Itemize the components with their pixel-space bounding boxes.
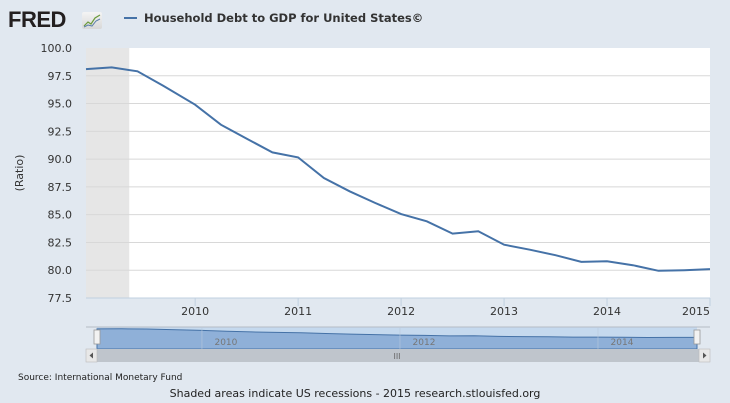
y-tick-label: 80.0 bbox=[48, 264, 73, 277]
series-line[interactable] bbox=[85, 66, 711, 272]
arrow-left-icon bbox=[89, 352, 93, 359]
source-note: Source: International Monetary Fund bbox=[18, 373, 183, 383]
y-tick-label: 85.0 bbox=[48, 209, 73, 222]
plot-background bbox=[86, 48, 710, 298]
y-tick-label: 77.5 bbox=[48, 292, 73, 305]
navigator-label: 2012 bbox=[413, 338, 436, 348]
navigator-area bbox=[96, 328, 698, 350]
y-tick-label: 97.5 bbox=[48, 70, 73, 83]
x-tick-label: 2012 bbox=[387, 305, 415, 318]
x-tick-label: 2015 bbox=[682, 305, 710, 318]
y-tick-label: 87.5 bbox=[48, 181, 73, 194]
scrollbar-grip[interactable]: III bbox=[393, 352, 400, 361]
recession-shading bbox=[86, 48, 130, 298]
footer-note: Shaded areas indicate US recessions - 20… bbox=[0, 387, 730, 400]
arrow-right-icon bbox=[703, 352, 707, 359]
x-tick-label: 2014 bbox=[593, 305, 621, 318]
legend-label: Household Debt to GDP for United States© bbox=[144, 11, 424, 25]
navigator-handle-right[interactable] bbox=[693, 329, 701, 345]
navigator-handle-left[interactable] bbox=[93, 329, 101, 345]
y-tick-label: 95.0 bbox=[48, 98, 73, 111]
y-axis-label: (Ratio) bbox=[13, 155, 26, 192]
navigator[interactable]: 2010 2012 2014 III bbox=[85, 326, 711, 363]
fred-logo[interactable]: FRED bbox=[8, 7, 66, 32]
y-tick-label: 100.0 bbox=[41, 42, 73, 55]
chart-line-icon bbox=[82, 12, 102, 29]
y-tick-label: 92.5 bbox=[48, 125, 73, 138]
footer-text[interactable]: Shaded areas indicate US recessions - 20… bbox=[169, 387, 541, 400]
legend-swatch bbox=[124, 17, 137, 19]
x-tick-label: 2010 bbox=[181, 305, 209, 318]
chart-legend[interactable]: Household Debt to GDP for United States© bbox=[124, 11, 423, 25]
x-tick-label: 2011 bbox=[284, 305, 312, 318]
navigator-label: 2010 bbox=[214, 338, 237, 348]
navigator-label: 2014 bbox=[611, 338, 634, 348]
x-tick-label: 2013 bbox=[490, 305, 518, 318]
y-tick-label: 90.0 bbox=[48, 153, 73, 166]
scrollbar-track[interactable] bbox=[86, 349, 710, 362]
y-tick-label: 82.5 bbox=[48, 236, 73, 249]
